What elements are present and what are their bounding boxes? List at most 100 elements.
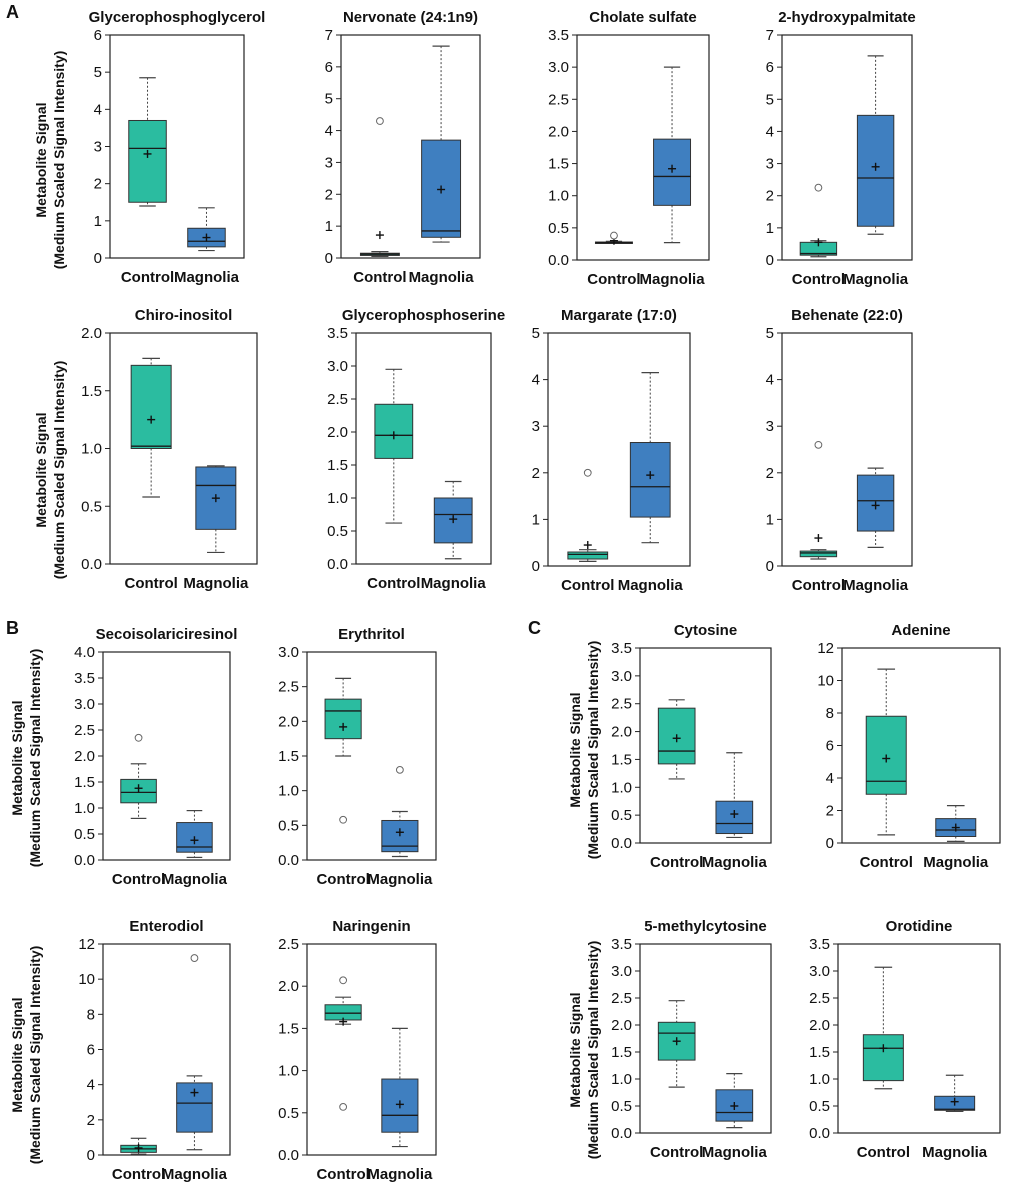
y-tick-label: 0.5	[327, 523, 348, 540]
y-tick-label: 3	[532, 418, 540, 435]
y-tick-label: 2.0	[611, 1017, 632, 1034]
y-tick-label: 1.0	[74, 800, 95, 817]
magnolia-box	[856, 467, 895, 548]
box-plot-chart: Margarate (17:0) 0 1 2 3 4 5 Control Magnolia	[532, 307, 691, 594]
category-label-magnolia: Magnolia	[640, 271, 706, 288]
y-tick-label: 3.0	[611, 668, 632, 685]
y-tick-label: 1.0	[327, 490, 348, 507]
y-tick-label: 4	[94, 101, 102, 118]
magnolia-box	[935, 805, 977, 842]
plot-frame	[355, 332, 492, 565]
y-axis-label-line1: Metabolite Signal	[9, 700, 25, 815]
y-tick-label: 3	[766, 418, 774, 435]
plot-frame	[547, 332, 691, 567]
chart-title: 2-hydroxypalmitate	[778, 9, 916, 26]
plot-frame	[639, 647, 772, 844]
y-tick-label: 2.5	[278, 679, 299, 696]
panel-label-a: A	[6, 2, 19, 22]
box-plot-chart: Cytosine 0.0 0.5 1.0 1.5 2.0 2.5 3.0 3.5 ControlM…	[611, 622, 772, 871]
chart-title: Cholate sulfate	[589, 9, 697, 26]
y-tick-label: 10	[78, 971, 95, 988]
y-tick-label: 3.5	[611, 936, 632, 953]
y-tick-label: 1.0	[809, 1071, 830, 1088]
y-tick-label: 7	[766, 27, 774, 44]
control-box	[324, 976, 362, 1111]
chart-title: Margarate (17:0)	[561, 307, 677, 324]
y-tick-label: 6	[94, 27, 102, 44]
outlier-point	[339, 815, 348, 824]
y-tick-label: 0.5	[81, 498, 102, 515]
y-tick-label: 0.5	[74, 826, 95, 843]
category-label-magnolia: Magnolia	[922, 1144, 988, 1161]
y-tick-label: 2.0	[611, 724, 632, 741]
y-tick-label: 2.0	[809, 1017, 830, 1034]
chart-title: Orotidine	[886, 918, 953, 935]
y-tick-label: 0.5	[611, 807, 632, 824]
category-label-control: Control	[316, 871, 369, 888]
category-label-control: Control	[857, 1144, 910, 1161]
chart-title: Enterodiol	[129, 918, 203, 935]
outlier-point	[610, 231, 618, 240]
magnolia-box	[715, 1072, 754, 1129]
y-axis-label-line1: Metabolite Signal	[567, 992, 583, 1107]
box-plot-chart: 5-methylcytosine 0.0 0.5 1.0 1.5 2.0 2.5 3.0 3.5…	[611, 918, 772, 1161]
outlier-point	[376, 117, 384, 125]
magnolia-box	[176, 809, 213, 859]
panel-label-b: B	[6, 618, 19, 638]
y-tick-label: 4	[87, 1077, 95, 1094]
category-label-magnolia: Magnolia	[409, 269, 475, 286]
category-label-control: Control	[112, 1166, 165, 1183]
category-label-magnolia: Magnolia	[843, 577, 909, 594]
outlier-point	[395, 765, 404, 774]
y-tick-label: 4	[325, 123, 333, 140]
y-tick-label: 2.0	[327, 424, 348, 441]
y-tick-label: 3	[94, 139, 102, 156]
y-tick-label: 2.5	[809, 990, 830, 1007]
magnolia-box	[715, 752, 754, 839]
outlier-point	[583, 468, 592, 477]
y-tick-label: 2	[766, 188, 774, 205]
y-tick-label: 2	[826, 803, 834, 820]
category-label-magnolia: Magnolia	[702, 854, 768, 871]
y-axis-label-row1: Metabolite Signal (Medium Scaled Signal …	[33, 51, 67, 270]
box-plot-chart: Glycerophosphoglycerol 0 1 2 3 4 5 6 Control Magn…	[89, 9, 266, 286]
category-label-control: Control	[792, 577, 845, 594]
y-tick-label: 2.0	[74, 748, 95, 765]
y-axis-label-line2: (Medium Scaled Signal Intensity)	[27, 946, 43, 1165]
y-axis-label-line2: (Medium Scaled Signal Intensity)	[27, 649, 43, 868]
y-tick-label: 6	[766, 59, 774, 76]
chart-title: Nervonate (24:1n9)	[343, 9, 478, 26]
control-box	[120, 1137, 157, 1155]
category-label-magnolia: Magnolia	[421, 575, 487, 592]
box-plot-chart: Cholate sulfate 0.0 0.5 1.0 1.5 2.0 2.5 3.0 3.5 C…	[548, 9, 710, 288]
category-label-control: Control	[650, 854, 703, 871]
magnolia-box	[176, 954, 213, 1151]
y-tick-label: 6	[826, 738, 834, 755]
outlier-point	[339, 976, 348, 985]
y-tick-label: 5	[532, 325, 540, 342]
y-tick-label: 0.0	[611, 835, 632, 852]
y-tick-label: 2.0	[278, 978, 299, 995]
y-tick-label: 2.5	[611, 990, 632, 1007]
y-axis-label-line2: (Medium Scaled Signal Intensity)	[51, 361, 67, 580]
y-tick-label: 1	[766, 220, 774, 237]
y-tick-label: 1	[94, 213, 102, 230]
y-tick-label: 2.5	[74, 722, 95, 739]
category-label-control: Control	[353, 269, 406, 286]
chart-title: Secoisolariciresinol	[96, 626, 238, 643]
y-tick-label: 4	[532, 372, 540, 389]
category-label-control: Control	[792, 271, 845, 288]
y-axis-label-line1: Metabolite Signal	[9, 997, 25, 1112]
control-box	[374, 368, 414, 524]
iqr-box	[324, 698, 362, 740]
y-tick-label: 1	[766, 511, 774, 528]
y-tick-label: 5	[766, 91, 774, 108]
chart-title: Cytosine	[674, 622, 737, 639]
box-plot-chart: Chiro-inositol 0.0 0.5 1.0 1.5 2.0 Control Magn…	[81, 307, 258, 592]
y-tick-label: 3.0	[809, 963, 830, 980]
y-axis-label-line2: (Medium Scaled Signal Intensity)	[585, 641, 601, 860]
y-tick-label: 4	[766, 123, 774, 140]
magnolia-box	[381, 765, 419, 858]
y-tick-label: 10	[817, 673, 834, 690]
y-tick-label: 3.5	[809, 936, 830, 953]
